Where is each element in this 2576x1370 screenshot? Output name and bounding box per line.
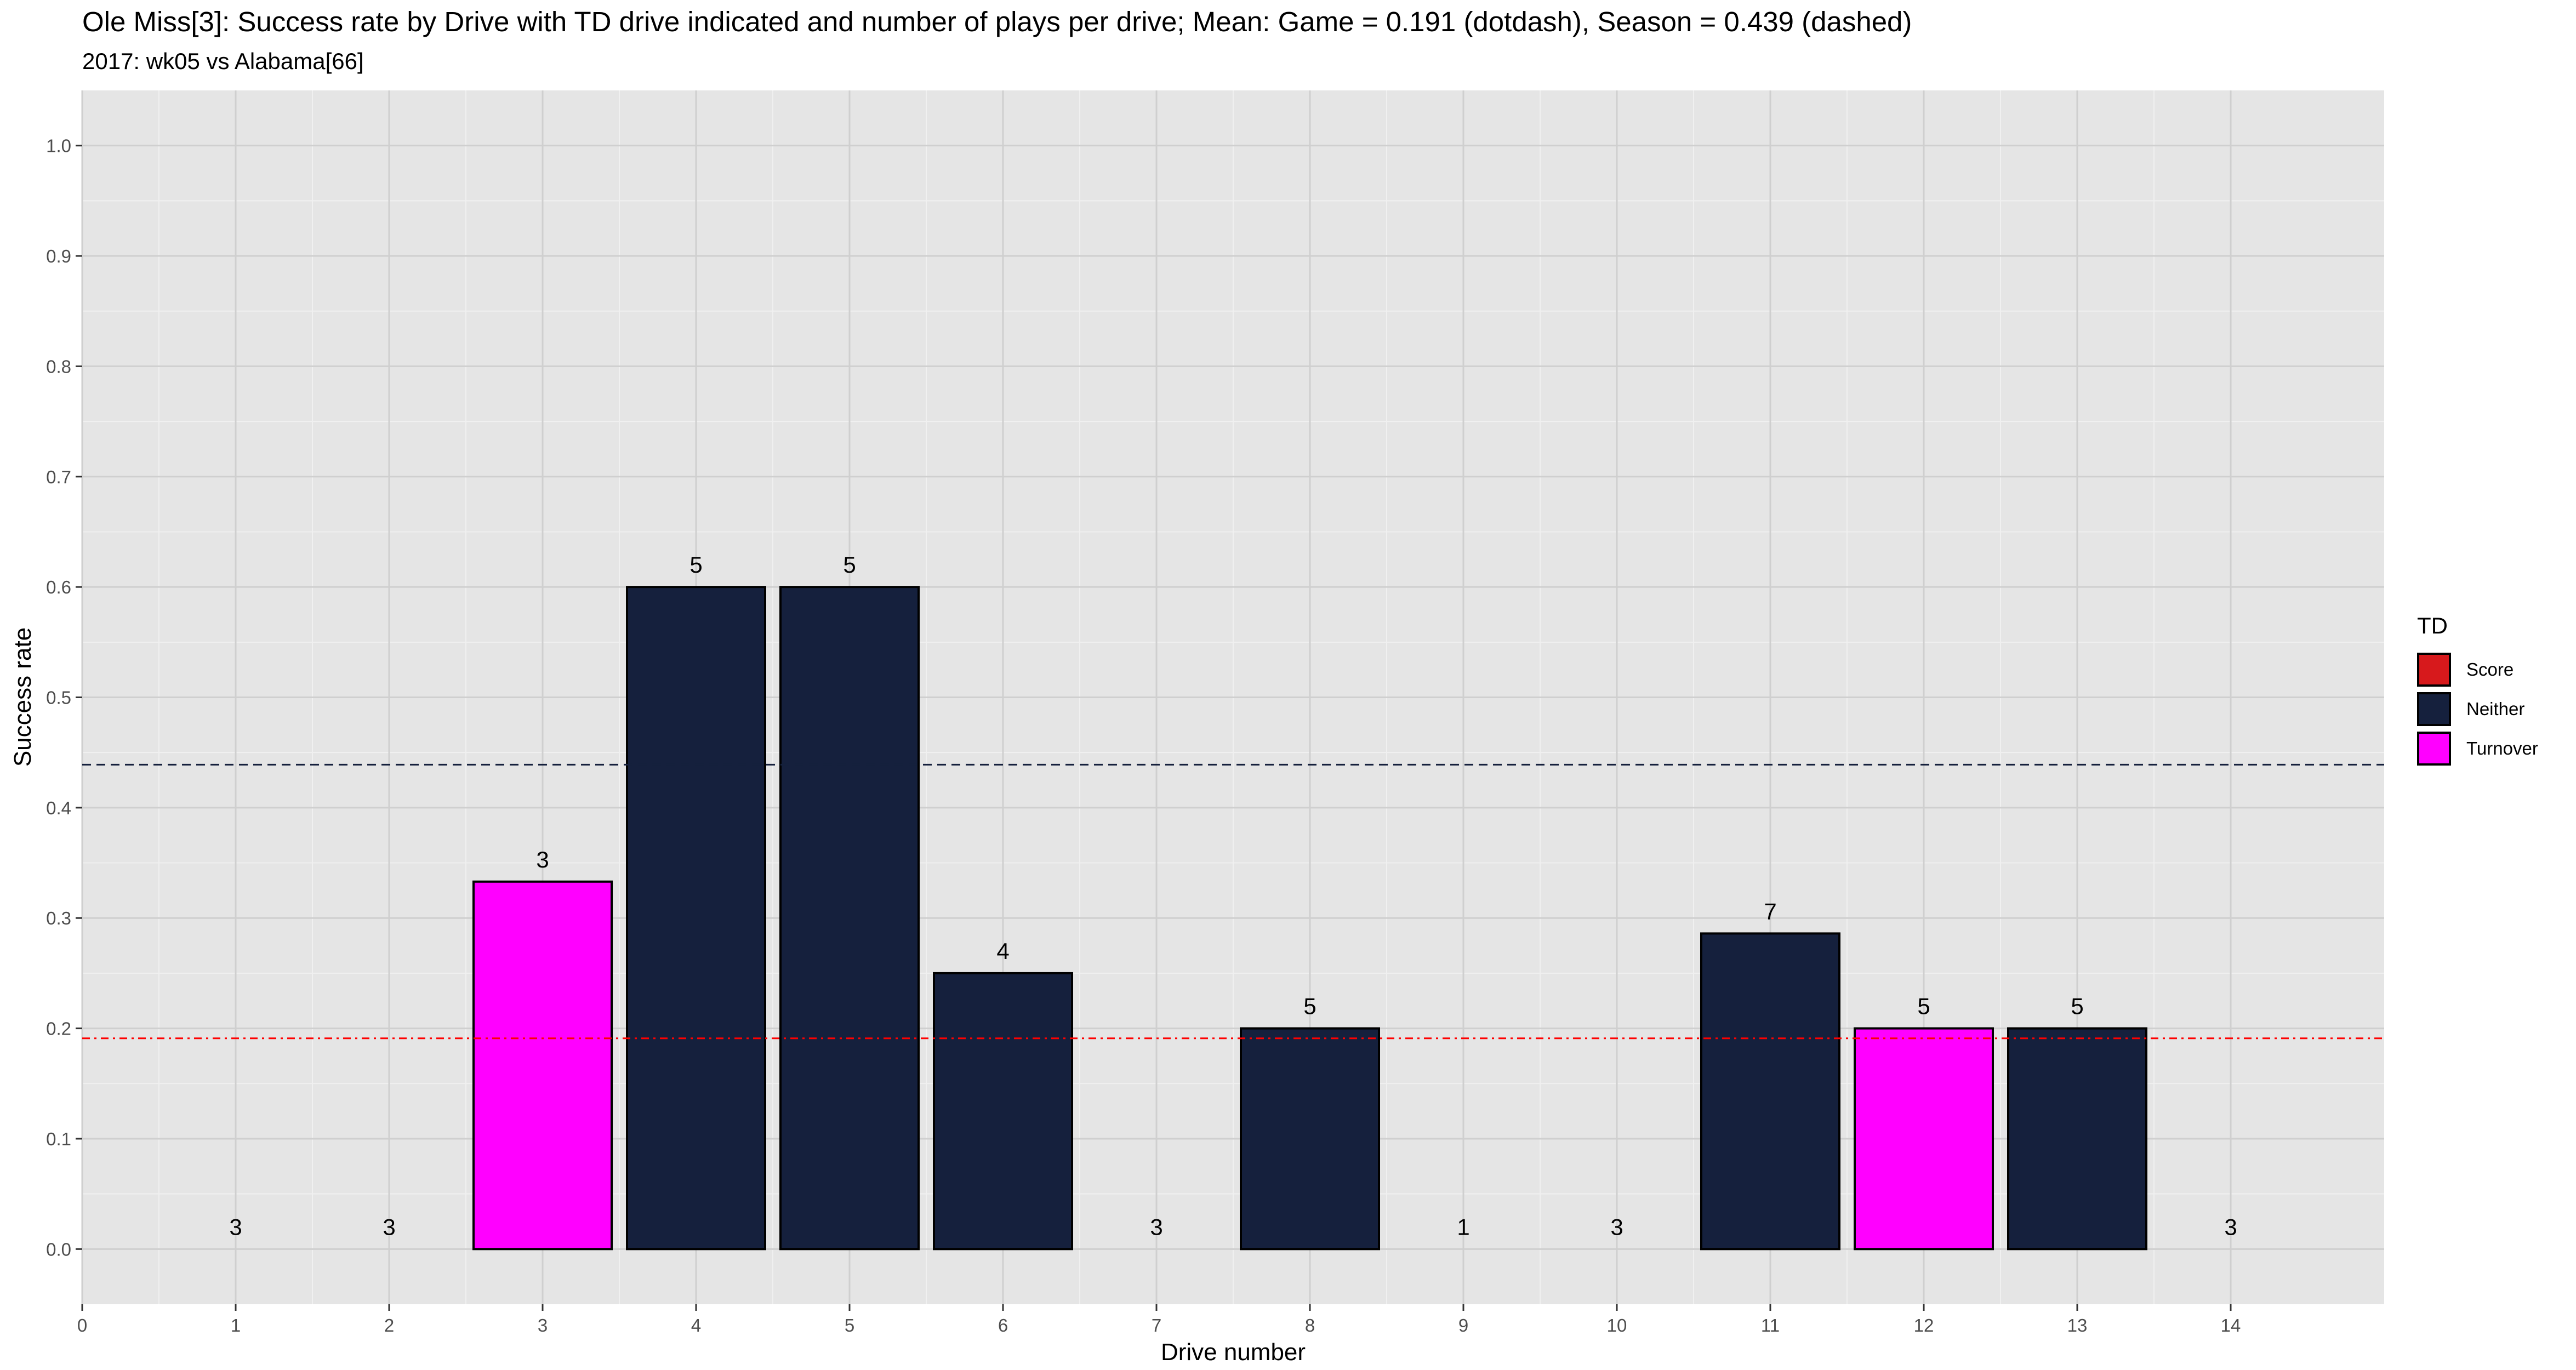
x-tick-label: 0 <box>77 1315 87 1335</box>
bar-drive-13 <box>2007 1027 2147 1251</box>
bar-drive-5 <box>779 586 920 1251</box>
plays-label-drive-3: 3 <box>536 847 549 872</box>
x-tick-label: 2 <box>384 1315 394 1335</box>
x-tick-label: 11 <box>1761 1315 1780 1335</box>
x-tick-label: 10 <box>1607 1315 1627 1335</box>
reference-lines <box>82 763 2384 1040</box>
x-axis-title: Drive number <box>1161 1339 1306 1366</box>
y-tick-label: 0.3 <box>46 908 71 928</box>
legend-key-turnover <box>2417 732 2451 766</box>
legend-key-neither <box>2417 692 2451 726</box>
chart-title: Ole Miss[3]: Success rate by Drive with … <box>82 6 1912 37</box>
legend-item-neither: Neither <box>2417 689 2538 729</box>
legend-item-score: Score <box>2417 650 2538 689</box>
x-tick-label: 8 <box>1305 1315 1315 1335</box>
y-axis: 0.0 0.1 0.2 0.3 0.4 0.5 0.6 0.7 0.8 0.9 1.0 <box>46 136 82 1259</box>
x-tick-label: 6 <box>998 1315 1008 1335</box>
plays-label-drive-7: 3 <box>1150 1214 1162 1240</box>
y-tick-label: 0.9 <box>46 246 71 266</box>
legend-key-score <box>2417 653 2451 687</box>
plays-label-drive-10: 3 <box>1610 1214 1623 1240</box>
y-tick-label: 0.1 <box>46 1129 71 1149</box>
x-tick-label: 9 <box>1458 1315 1468 1335</box>
legend-item-turnover: Turnover <box>2417 729 2538 768</box>
bar-drive-4 <box>626 586 766 1251</box>
x-axis: 0 1 2 3 4 5 6 7 8 9 10 11 12 13 14 <box>77 1304 2241 1335</box>
legend: TD Score Neither Turnover <box>2417 613 2538 768</box>
x-tick-label: 3 <box>538 1315 548 1335</box>
legend-label-score: Score <box>2466 659 2514 680</box>
plays-label-drive-13: 5 <box>2071 994 2083 1019</box>
plays-label-drive-9: 1 <box>1457 1214 1469 1240</box>
y-axis-title: Success rate <box>9 627 36 767</box>
x-tick-label: 7 <box>1152 1315 1161 1335</box>
plays-label-drive-11: 7 <box>1764 898 1776 924</box>
x-tick-label: 5 <box>845 1315 854 1335</box>
legend-title: TD <box>2417 613 2448 638</box>
plays-label-drive-8: 5 <box>1303 994 1316 1019</box>
bar-drive-11 <box>1700 932 1840 1251</box>
plays-label-drive-14: 3 <box>2224 1214 2237 1240</box>
plays-label-drive-4: 5 <box>689 552 702 578</box>
plays-label-drive-6: 4 <box>996 938 1009 964</box>
y-tick-label: 0.5 <box>46 688 71 708</box>
legend-label-neither: Neither <box>2466 699 2525 719</box>
y-tick-label: 0.0 <box>46 1239 71 1259</box>
bar-drive-6 <box>933 972 1073 1251</box>
plays-label-drive-5: 5 <box>843 552 856 578</box>
bars-layer <box>472 586 2147 1251</box>
chart-subtitle: 2017: wk05 vs Alabama[66] <box>82 48 364 74</box>
grid-major <box>81 90 2384 1304</box>
y-tick-label: 0.7 <box>46 467 71 487</box>
legend-label-turnover: Turnover <box>2466 738 2538 758</box>
x-tick-label: 14 <box>2221 1315 2241 1335</box>
bar-drive-8 <box>1240 1027 1380 1251</box>
plays-label-drive-2: 3 <box>383 1214 395 1240</box>
bar-labels-layer: 3 3 3 5 5 4 3 5 1 3 7 5 5 3 <box>229 552 2237 1240</box>
x-tick-label: 12 <box>1914 1315 1934 1335</box>
bar-drive-3 <box>472 880 613 1251</box>
x-tick-label: 4 <box>691 1315 701 1335</box>
x-tick-label: 1 <box>231 1315 241 1335</box>
bar-drive-12 <box>1854 1027 1994 1251</box>
plays-label-drive-1: 3 <box>229 1214 242 1240</box>
y-tick-label: 0.2 <box>46 1019 71 1039</box>
y-tick-label: 0.4 <box>46 798 71 818</box>
plays-label-drive-12: 5 <box>1917 994 1930 1019</box>
y-tick-label: 0.6 <box>46 577 71 597</box>
x-tick-label: 13 <box>2067 1315 2088 1335</box>
y-tick-label: 0.8 <box>46 356 71 376</box>
y-tick-label: 1.0 <box>46 136 71 156</box>
